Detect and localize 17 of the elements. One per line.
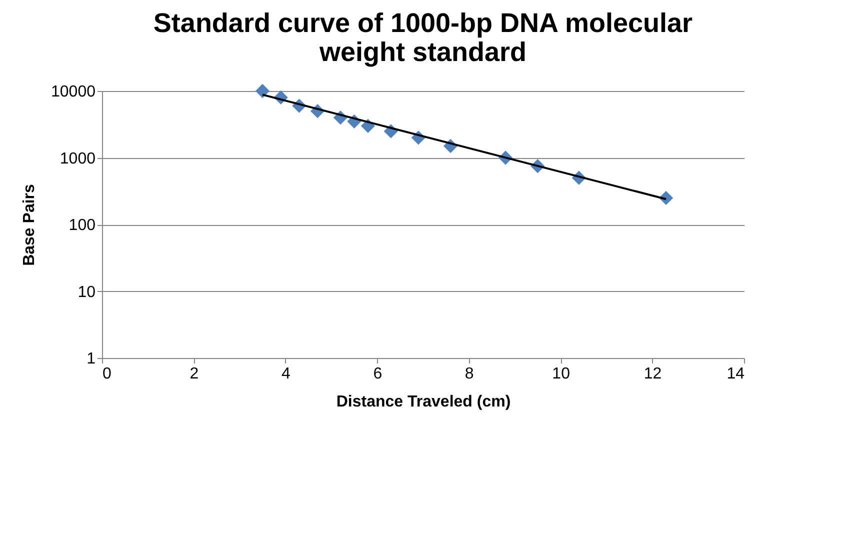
x-tick-label: 6: [373, 366, 382, 382]
chart-title: Standard curve of 1000-bp DNA molecular weight standard: [153, 8, 694, 67]
y-tick-label: 10: [78, 284, 96, 301]
y-axis-title: Base Pairs: [21, 184, 38, 266]
x-tick-label: 12: [644, 366, 662, 382]
y-tick-label: 10000: [51, 84, 96, 100]
x-tick-label: 8: [464, 366, 474, 382]
x-tick-label: 2: [190, 366, 199, 382]
y-tick-label: 100: [68, 217, 96, 234]
x-tick-label: 14: [726, 366, 745, 382]
y-tick-label: 1000: [60, 150, 96, 168]
x-tick-label: 0: [102, 366, 112, 382]
point: [255, 84, 270, 98]
x-axis-title: Distance Traveled (cm): [336, 394, 511, 410]
y-tick-label: 1: [86, 350, 96, 368]
x-tick-label: 4: [281, 366, 290, 382]
x-tick-label: 10: [552, 366, 570, 382]
